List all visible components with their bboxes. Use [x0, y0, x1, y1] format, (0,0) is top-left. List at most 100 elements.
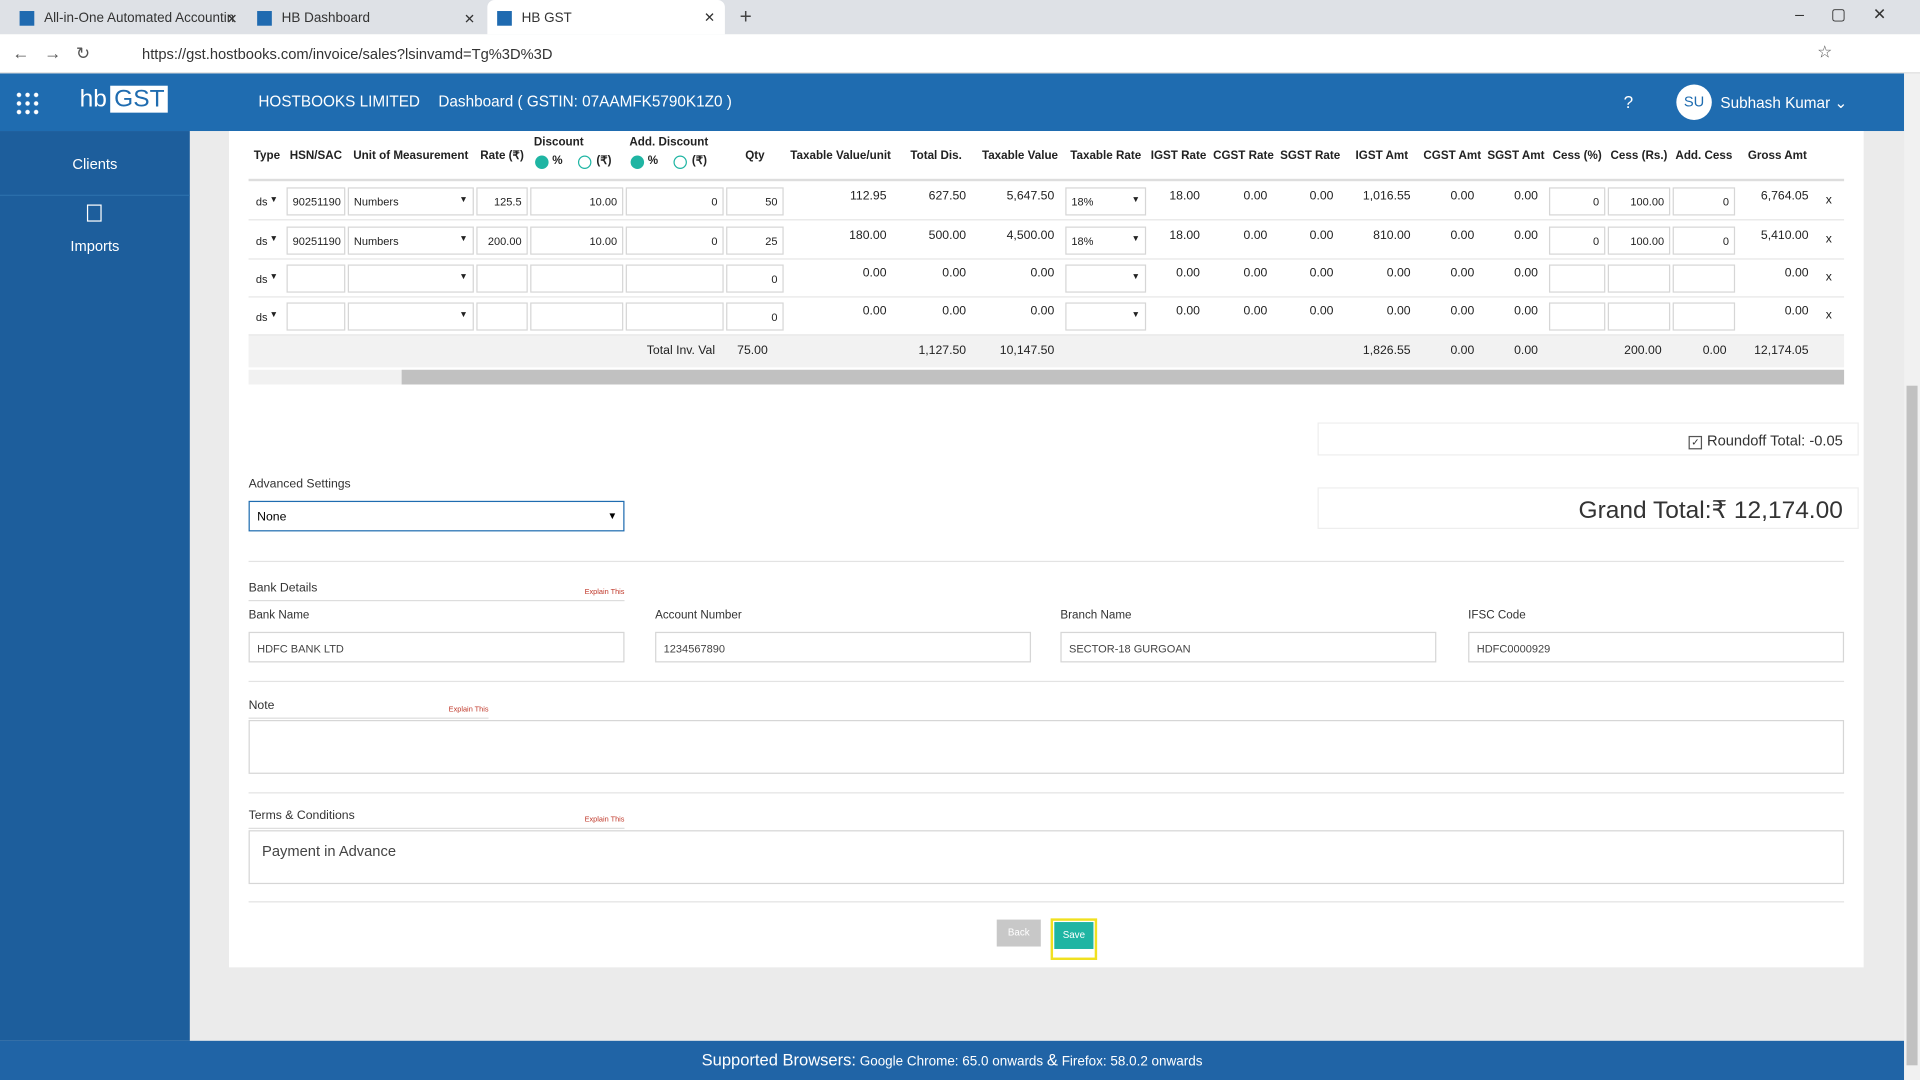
user-name[interactable]: Subhash Kumar ⌄: [1720, 94, 1848, 112]
cell-select[interactable]: Numbers ▼: [347, 187, 474, 216]
nav-buttons[interactable]: ←→↻: [12, 42, 105, 63]
cell-input[interactable]: [286, 302, 346, 331]
cell-select[interactable]: ▼: [1065, 302, 1147, 331]
sidebar-item[interactable]: Imports: [70, 237, 120, 255]
cell-input[interactable]: [1607, 302, 1671, 331]
bookmark[interactable]: ☆: [1817, 41, 1833, 62]
row-line: [248, 334, 1845, 336]
cell-select[interactable]: ▼: [1065, 264, 1147, 293]
h-scroll[interactable]: [248, 369, 1845, 385]
remove-row[interactable]: x: [1825, 193, 1832, 207]
avatar[interactable]: SU: [1676, 84, 1712, 120]
advanced-value: None: [257, 510, 287, 525]
grand-total: Grand Total:₹ 12,174.00: [1317, 487, 1859, 529]
cell-input[interactable]: [625, 264, 724, 293]
remove-row[interactable]: x: [1825, 270, 1832, 285]
advanced-select[interactable]: None ▼: [248, 500, 625, 532]
cell-select[interactable]: ds ▼: [249, 302, 285, 331]
cell-input[interactable]: [286, 264, 346, 293]
column-header: Type: [253, 149, 281, 163]
cell-input[interactable]: 50: [726, 187, 784, 216]
cell-select[interactable]: ds ▼: [249, 226, 285, 255]
table-cell: 0.00: [1030, 266, 1055, 281]
cell-input[interactable]: 200.00: [476, 226, 528, 255]
cell-select[interactable]: 18% ▼: [1065, 187, 1147, 216]
column-header: Gross Amt: [1747, 149, 1807, 163]
roundoff[interactable]: ✓ Roundoff Total: -0.05: [1317, 422, 1859, 456]
cell-input[interactable]: [530, 302, 624, 331]
radio[interactable]: [577, 155, 592, 169]
cell-input[interactable]: 25: [726, 226, 784, 255]
field-input[interactable]: HDFC0000929: [1468, 631, 1845, 663]
total-cell: 1,826.55: [1362, 344, 1411, 358]
cell-select[interactable]: ds ▼: [249, 187, 285, 216]
dashboard-link[interactable]: Dashboard ( GSTIN: 07AAMFK5790K1Z0 ): [438, 93, 732, 111]
v-scroll[interactable]: [1904, 73, 1920, 1080]
cell-select[interactable]: ds ▼: [249, 264, 285, 293]
cell-select[interactable]: ▼: [347, 302, 474, 331]
cell-input[interactable]: [476, 302, 528, 331]
cell-input[interactable]: 0: [1672, 187, 1736, 216]
cell-input[interactable]: [1548, 264, 1606, 293]
cell-input[interactable]: 0: [625, 226, 724, 255]
total-cell: 0.00: [1702, 344, 1727, 358]
remove-row[interactable]: x: [1825, 232, 1832, 247]
cell-input[interactable]: [625, 302, 724, 331]
explain-link[interactable]: Explain This: [584, 588, 625, 597]
cell-select[interactable]: ▼: [347, 264, 474, 293]
cell-select[interactable]: Numbers ▼: [347, 226, 474, 255]
cell-input[interactable]: 0: [1548, 187, 1606, 216]
field-input[interactable]: SECTOR-18 GURGOAN: [1060, 631, 1437, 663]
back-button[interactable]: Back: [996, 919, 1041, 947]
cell-input[interactable]: 100.00: [1607, 226, 1671, 255]
tab[interactable]: HB Dashboard ✕: [252, 5, 480, 34]
tab-active[interactable]: HB GST ✕: [487, 0, 725, 35]
radio-label: (₹): [691, 154, 707, 168]
explain-link[interactable]: Explain This: [584, 816, 625, 825]
cell-input[interactable]: 90251190: [286, 187, 346, 216]
new-tab[interactable]: +: [739, 4, 752, 29]
save-button[interactable]: Save: [1054, 922, 1094, 949]
cell-input[interactable]: 100.00: [1607, 187, 1671, 216]
cell-input[interactable]: [1548, 302, 1606, 331]
cell-input[interactable]: 10.00: [530, 226, 624, 255]
cell-input[interactable]: [530, 264, 624, 293]
cell-input[interactable]: [1672, 302, 1736, 331]
help[interactable]: ?: [1623, 91, 1634, 112]
explain-link[interactable]: Explain This: [448, 706, 489, 714]
radio[interactable]: [630, 155, 645, 169]
cell-input[interactable]: [1607, 264, 1671, 293]
cell-input[interactable]: 125.5: [476, 187, 528, 216]
apps-icon[interactable]: [14, 90, 40, 116]
table-cell: 0.00: [1514, 228, 1538, 243]
sidebar-item[interactable]: Clients: [0, 135, 190, 196]
cell-input[interactable]: [476, 264, 528, 293]
remove-row[interactable]: x: [1825, 308, 1832, 323]
cell-input[interactable]: 90251190: [286, 226, 346, 255]
radio[interactable]: [673, 155, 687, 169]
select-value: Numbers: [353, 235, 399, 248]
tab[interactable]: All-in-One Automated Accountin ✕: [15, 5, 243, 34]
table-cell: 627.50: [928, 189, 967, 204]
cell-input[interactable]: [1672, 264, 1736, 293]
row-line: [248, 258, 1845, 260]
cell-input[interactable]: 0: [726, 302, 784, 331]
note-input[interactable]: [248, 720, 1845, 774]
company[interactable]: HOSTBOOKS LIMITED: [258, 93, 420, 111]
window-controls[interactable]: –▢✕: [1795, 4, 1914, 24]
field-input[interactable]: 1234567890: [655, 631, 1032, 663]
table-cell: 0.00: [942, 266, 967, 281]
terms-input[interactable]: Payment in Advance: [248, 830, 1845, 885]
cell-input[interactable]: 0: [1548, 226, 1606, 255]
field-input[interactable]: HDFC BANK LTD: [248, 631, 625, 663]
cell-input[interactable]: 0: [625, 187, 724, 216]
url[interactable]: https://gst.hostbooks.com/invoice/sales?…: [142, 45, 553, 63]
cell-input[interactable]: 10.00: [530, 187, 624, 216]
cell-select[interactable]: 18% ▼: [1065, 226, 1147, 255]
cell-input[interactable]: 0: [726, 264, 784, 293]
table-cell: 112.95: [849, 189, 887, 204]
select-value: ds: [255, 273, 268, 286]
radio[interactable]: [535, 155, 549, 169]
logo[interactable]: hb GST: [76, 85, 169, 120]
cell-input[interactable]: 0: [1672, 226, 1736, 255]
